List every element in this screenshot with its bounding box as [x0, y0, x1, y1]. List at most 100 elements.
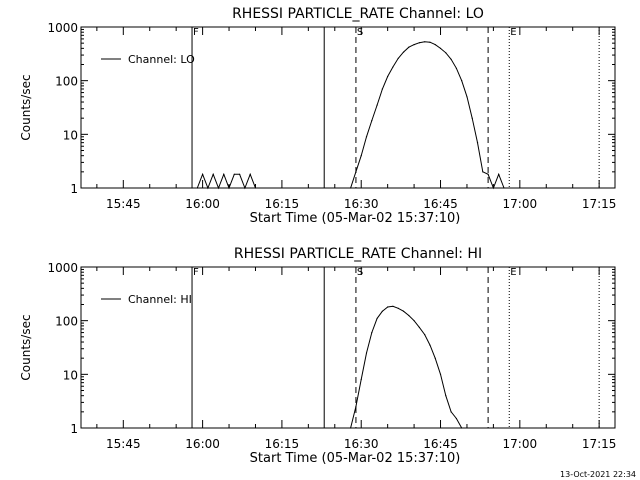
x-tick-label: 16:30 — [344, 197, 379, 211]
series-line — [192, 41, 505, 190]
data-point — [397, 57, 399, 59]
data-point — [429, 344, 431, 346]
x-tick-label: 16:30 — [344, 437, 379, 451]
data-point — [376, 317, 378, 320]
data-point — [482, 171, 484, 173]
x-tick-label: 17:15 — [582, 197, 617, 211]
event-marker-label: S — [357, 267, 363, 278]
x-tick-label: 17:15 — [582, 437, 617, 451]
data-point — [371, 120, 373, 122]
data-point — [365, 352, 368, 354]
data-point — [392, 305, 394, 307]
data-point — [371, 331, 373, 334]
data-point — [439, 47, 442, 49]
data-point — [461, 80, 463, 82]
data-point — [254, 187, 257, 189]
x-axis-label: Start Time (05-Mar-02 15:37:10) — [250, 451, 461, 466]
data-point — [402, 310, 405, 312]
plot-frame — [80, 266, 616, 429]
x-tick-label: 16:15 — [265, 197, 300, 211]
data-point — [471, 117, 473, 119]
data-point — [350, 427, 352, 429]
data-point — [450, 58, 452, 60]
data-point — [476, 142, 479, 144]
data-point — [387, 306, 389, 308]
data-point — [455, 67, 457, 69]
data-point — [365, 136, 368, 138]
data-point — [228, 187, 230, 189]
x-tick-label: 16:15 — [265, 437, 300, 451]
legend-entry: Channel: LO — [128, 53, 195, 66]
x-axis-label: Start Time (05-Mar-02 15:37:10) — [250, 211, 461, 226]
data-point — [212, 173, 214, 175]
data-point — [445, 52, 447, 54]
data-point — [503, 187, 505, 189]
data-point — [397, 307, 399, 309]
event-marker-label: S — [357, 27, 363, 38]
data-point — [233, 173, 235, 175]
data-point — [381, 310, 383, 312]
data-point — [355, 171, 357, 173]
y-axis-label: Counts/sec — [19, 74, 33, 140]
data-point — [429, 41, 431, 43]
data-point — [498, 173, 500, 175]
legend: Channel: HI — [101, 293, 192, 306]
y-tick-label: 1000 — [47, 261, 78, 275]
plot-frame — [80, 26, 616, 189]
data-point — [355, 406, 357, 408]
event-marker-label: F — [193, 27, 199, 38]
y-tick-label: 1000 — [47, 21, 78, 35]
legend-entry: Channel: HI — [128, 293, 192, 306]
data-point — [223, 173, 225, 175]
data-point — [360, 155, 362, 157]
data-point — [424, 41, 426, 43]
series-line — [350, 305, 463, 429]
y-tick-label: 100 — [55, 75, 78, 89]
x-tick-label: 15:45 — [106, 197, 141, 211]
data-point — [191, 187, 193, 189]
data-point — [445, 395, 447, 397]
data-point — [239, 173, 241, 175]
data-point — [207, 187, 209, 189]
data-point — [402, 51, 405, 53]
data-point — [413, 320, 415, 322]
data-point — [217, 187, 220, 189]
footer-timestamp: 13-Oct-2021 22:34 — [560, 470, 636, 479]
x-tick-label: 16:00 — [185, 437, 220, 451]
data-point — [381, 88, 383, 90]
x-tick-label: 16:45 — [423, 197, 458, 211]
data-point — [387, 75, 389, 78]
data-point — [249, 173, 251, 175]
data-point — [244, 187, 246, 189]
data-point — [408, 314, 410, 317]
x-tick-label: 16:45 — [423, 437, 458, 451]
data-point — [434, 357, 436, 359]
data-point — [376, 104, 378, 106]
data-point — [487, 173, 489, 175]
data-point — [350, 187, 352, 189]
data-point — [392, 66, 394, 68]
data-point — [202, 173, 204, 175]
y-tick-label: 1 — [70, 182, 78, 196]
event-marker-label: F — [193, 267, 199, 278]
data-point — [492, 187, 494, 189]
y-tick-label: 1 — [70, 422, 78, 436]
data-point — [424, 334, 426, 336]
data-point — [418, 326, 420, 328]
y-tick-label: 100 — [55, 315, 78, 329]
data-point — [360, 378, 362, 381]
data-point — [196, 187, 198, 189]
data-point — [413, 43, 415, 46]
legend: Channel: LO — [101, 53, 195, 66]
chart-title: RHESSI PARTICLE_RATE Channel: LO — [232, 6, 484, 22]
x-tick-label: 17:00 — [503, 197, 538, 211]
data-point — [455, 417, 457, 420]
data-point — [461, 427, 463, 429]
y-axis-label: Counts/sec — [19, 314, 33, 380]
y-tick-label: 10 — [63, 368, 78, 382]
data-point — [408, 46, 410, 48]
data-point — [418, 42, 420, 44]
chart-title: RHESSI PARTICLE_RATE Channel: HI — [234, 246, 482, 262]
x-tick-label: 15:45 — [106, 437, 141, 451]
